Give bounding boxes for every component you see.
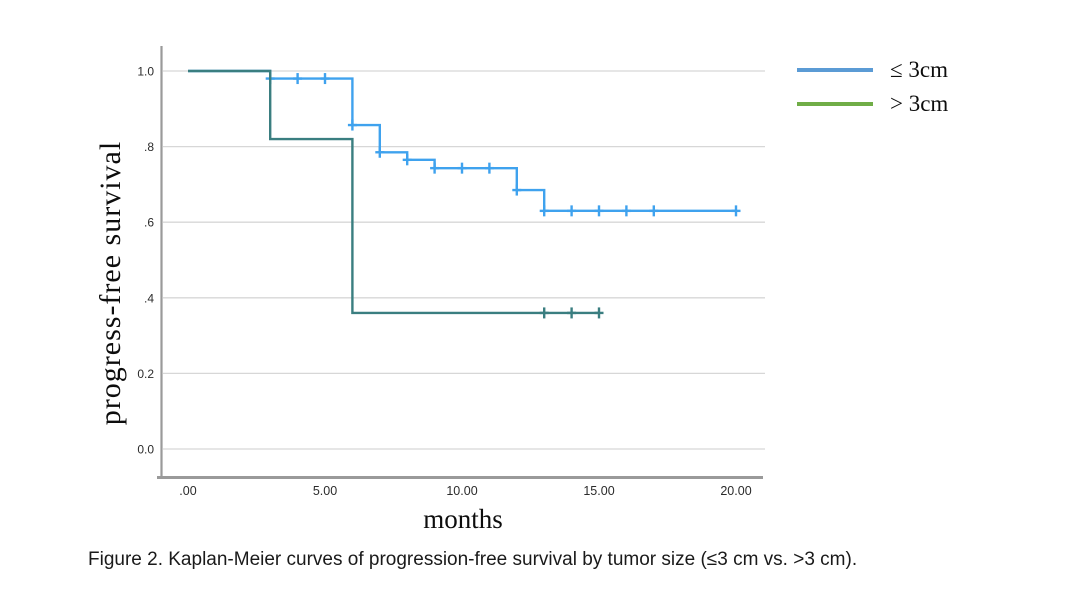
y-tick-label-.4: .4 <box>144 291 154 305</box>
y-tick-label-.8: .8 <box>144 140 154 154</box>
x-tick-label-15.00: 15.00 <box>583 484 614 498</box>
y-tick-label-0.0: 0.0 <box>137 443 154 457</box>
figure-caption: Figure 2. Kaplan-Meier curves of progres… <box>88 549 858 570</box>
x-axis-title: months <box>423 504 503 534</box>
km-plot-svg: 1.0 .8 .6 .4 0.2 0.0 .00 5.00 10.00 15.00 20.00 <box>137 46 765 498</box>
legend: ≤ 3cm > 3cm <box>797 56 948 118</box>
y-tick-label-0.2: 0.2 <box>137 367 154 381</box>
x-tick-label-5.00: 5.00 <box>313 484 337 498</box>
legend-label-le-3cm: ≤ 3cm <box>890 57 948 82</box>
legend-item-le-3cm: ≤ 3cm <box>797 56 948 84</box>
legend-item-gt-3cm: > 3cm <box>797 90 948 118</box>
legend-line-swatch-green <box>797 102 873 106</box>
y-tick-label-1.0: 1.0 <box>137 65 154 79</box>
x-tick-label-10.00: 10.00 <box>446 484 477 498</box>
x-tick-label-.00: .00 <box>179 484 196 498</box>
y-tick-label-.6: .6 <box>144 216 154 230</box>
y-axis-title: progress-free survival <box>94 140 127 426</box>
legend-label-gt-3cm: > 3cm <box>890 91 949 116</box>
legend-line-swatch-blue <box>797 68 873 72</box>
x-tick-label-20.00: 20.00 <box>720 484 751 498</box>
km-curve-gt-3cm <box>188 69 599 315</box>
